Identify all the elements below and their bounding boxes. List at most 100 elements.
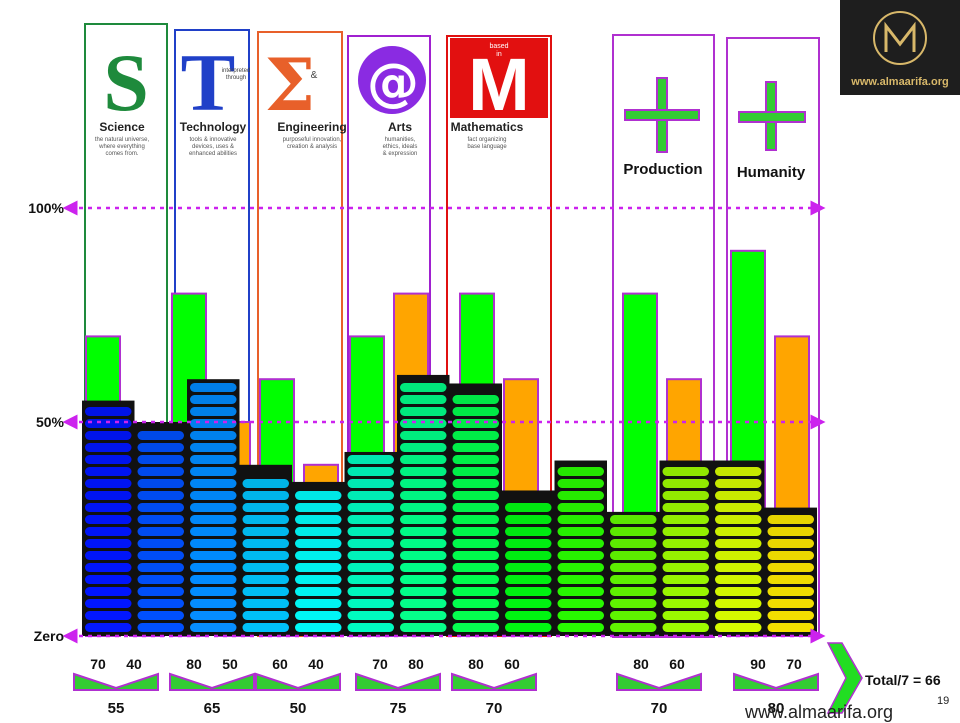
equalizer-segment [85,527,132,536]
equalizer-segment [347,575,394,584]
equalizer-segment [452,431,499,440]
equalizer-column [712,460,765,636]
equalizer-segment [767,551,814,560]
bottom-average: 75 [390,700,407,717]
equalizer-segment [400,527,447,536]
equalizer-segment [137,551,184,560]
equalizer-segment [610,527,657,536]
equalizer-segment [662,527,709,536]
equalizer-column [134,422,187,636]
equalizer-segment [662,539,709,548]
equalizer-segment [505,551,552,560]
equalizer-column [397,374,450,636]
equalizer-segment [452,551,499,560]
equalizer-segment [295,587,342,596]
equalizer-segment [505,503,552,512]
bottom-value-a: 60 [272,656,288,672]
bottom-wedge-icon [451,672,537,691]
equalizer-backing [239,464,292,636]
equalizer-column [292,481,345,636]
production-word: Production [623,161,702,178]
equalizer-segment [85,551,132,560]
equalizer-segment [85,407,132,416]
equalizer-segment [400,491,447,500]
bottom-average: 70 [486,700,503,717]
arts-letter: @ [367,53,419,113]
equalizer-segment [295,563,342,572]
equalizer-segment [505,599,552,608]
logo-text: www.almaarifa.org [851,76,949,88]
bottom-average: 55 [108,700,125,717]
equalizer-segment [452,419,499,428]
equalizer-segment [295,539,342,548]
equalizer [82,374,817,636]
equalizer-segment [662,623,709,632]
equalizer-segment [190,527,237,536]
equalizer-segment [242,575,289,584]
equalizer-segment [715,575,762,584]
engineering-word: Engineering [277,120,346,134]
equalizer-segment [85,539,132,548]
engineering-small-1: & [311,70,318,81]
equalizer-segment [557,587,604,596]
humanity-word: Humanity [737,164,806,181]
bottom-value-b: 50 [222,656,238,672]
mathematics-desc-1: fact organizing [467,137,506,143]
science-desc-3: comes from. [105,151,138,157]
equalizer-column [82,400,135,636]
technology-word: Technology [180,120,247,134]
equalizer-segment [242,503,289,512]
equalizer-segment [715,479,762,488]
equalizer-segment [505,575,552,584]
equalizer-segment [610,611,657,620]
reference-lines: 100% 50% Zero [28,200,826,644]
equalizer-segment [400,467,447,476]
equalizer-segment [85,563,132,572]
equalizer-segment [347,611,394,620]
equalizer-segment [400,599,447,608]
equalizer-segment [190,431,237,440]
equalizer-segment [557,539,604,548]
equalizer-segment [190,383,237,392]
equalizer-segment [715,539,762,548]
equalizer-segment [557,491,604,500]
equalizer-segment [347,491,394,500]
equalizer-segment [767,599,814,608]
equalizer-segment [452,515,499,524]
equalizer-segment [452,587,499,596]
equalizer-segment [137,479,184,488]
equalizer-segment [295,623,342,632]
equalizer-segment [347,479,394,488]
total-label: Total/7 = 66 [865,672,941,688]
equalizer-segment [190,563,237,572]
equalizer-segment [505,563,552,572]
equalizer-segment [347,503,394,512]
equalizer-segment [190,503,237,512]
production-plus-icon [624,77,700,153]
equalizer-segment [295,491,342,500]
bottom-pair: 80 50 65 [169,656,255,717]
equalizer-segment [85,419,132,428]
equalizer-segment [295,611,342,620]
equalizer-segment [767,587,814,596]
equalizer-column [554,460,607,636]
equalizer-segment [452,623,499,632]
total-group: Total/7 = 66 [826,642,941,714]
equalizer-segment [85,503,132,512]
equalizer-segment [662,479,709,488]
mathematics-letter-bg [450,38,548,118]
equalizer-segment [85,479,132,488]
equalizer-segment [452,503,499,512]
equalizer-segment [85,587,132,596]
equalizer-segment [557,467,604,476]
equalizer-segment [610,551,657,560]
bottom-pair: 80 60 70 [616,656,702,717]
engineering-desc-2: creation & analysis [287,144,337,150]
equalizer-segment [400,503,447,512]
arts-desc-1: humanities, [385,137,416,143]
equalizer-segment [347,623,394,632]
page-number: 19 [937,695,950,707]
footer-url[interactable]: www.almaarifa.org [745,702,894,722]
equalizer-segment [662,563,709,572]
equalizer-segment [610,599,657,608]
